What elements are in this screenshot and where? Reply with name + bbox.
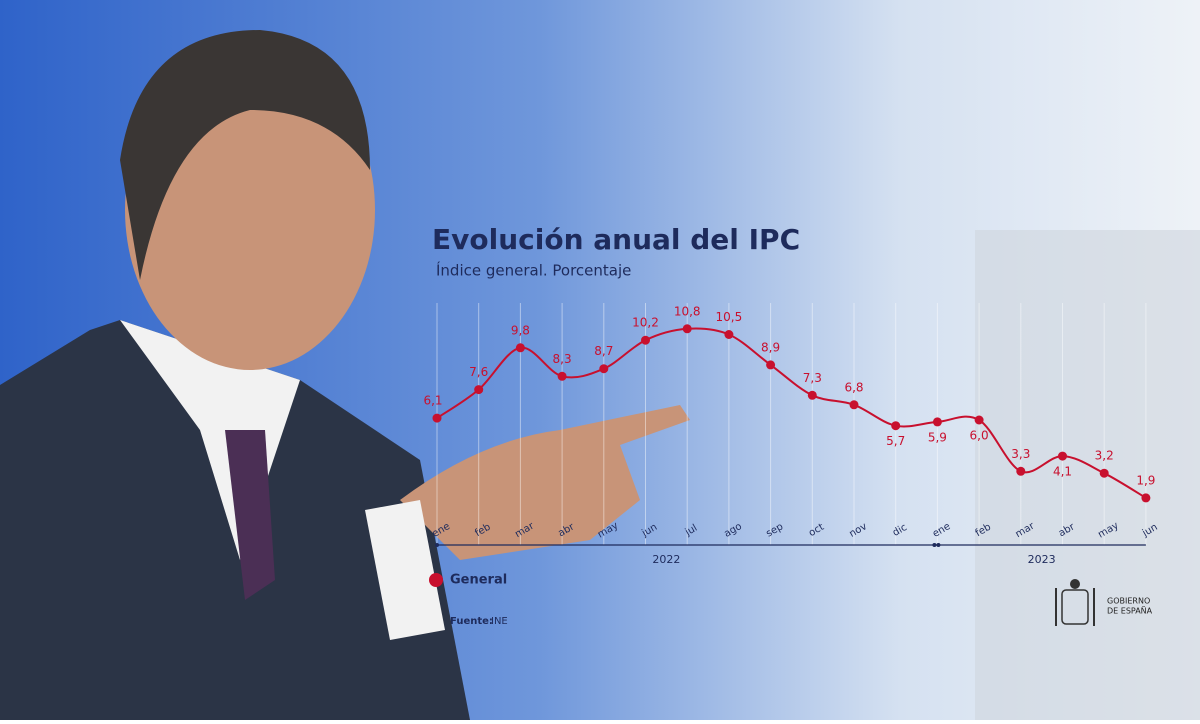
- year-label: 2022: [652, 553, 680, 566]
- axis-dot: [932, 543, 937, 547]
- logo-emblem: [1055, 579, 1095, 626]
- axis-dot: [936, 543, 941, 547]
- chart-subtitle: Índice general. Porcentaje: [436, 261, 631, 280]
- data-point: [515, 343, 525, 353]
- source-label: Fuente:: [450, 616, 493, 627]
- data-point: [432, 413, 442, 423]
- data-label: 8,7: [594, 344, 613, 358]
- data-point: [599, 364, 609, 374]
- backdrop-panel: [975, 230, 1200, 720]
- data-point: [1058, 451, 1067, 461]
- data-label: 7,6: [469, 365, 488, 379]
- data-point: [891, 421, 901, 431]
- data-label: 6,8: [844, 380, 863, 394]
- logo-text: DE ESPAÑA: [1107, 606, 1153, 616]
- axis-dot: [435, 543, 439, 547]
- data-label: 6,0: [970, 429, 989, 443]
- source-value: INE: [491, 616, 508, 627]
- data-point: [807, 390, 817, 400]
- person-silhouette: [0, 30, 690, 720]
- data-label: 10,8: [674, 304, 701, 318]
- chart-title: Evolución anual del IPC: [432, 223, 800, 256]
- data-point: [849, 400, 859, 410]
- logo-text: GOBIERNO: [1107, 597, 1150, 606]
- data-label: 1,9: [1136, 473, 1155, 487]
- data-label: 7,3: [803, 371, 822, 385]
- data-point: [932, 417, 942, 427]
- data-label: 5,7: [886, 434, 905, 448]
- data-label: 8,9: [761, 340, 780, 354]
- data-label: 5,9: [928, 430, 947, 444]
- year-label: 2023: [1028, 553, 1056, 566]
- data-point: [682, 324, 692, 334]
- data-point: [474, 385, 484, 395]
- data-point: [1141, 493, 1151, 503]
- data-label: 8,3: [553, 352, 572, 366]
- data-point: [1016, 466, 1026, 476]
- legend-swatch: [429, 573, 443, 587]
- legend-label: General: [450, 573, 507, 588]
- data-point: [641, 335, 650, 345]
- data-label: 10,2: [632, 316, 659, 330]
- data-label: 4,1: [1053, 465, 1072, 479]
- data-point: [1099, 468, 1109, 478]
- data-label: 6,1: [423, 394, 442, 408]
- data-point: [974, 415, 984, 425]
- data-label: 10,5: [716, 310, 743, 324]
- data-point: [557, 371, 567, 381]
- data-point: [766, 360, 776, 370]
- data-label: 9,8: [511, 323, 530, 337]
- data-label: 3,3: [1011, 447, 1030, 461]
- data-point: [724, 330, 734, 339]
- data-label: 3,2: [1095, 449, 1114, 463]
